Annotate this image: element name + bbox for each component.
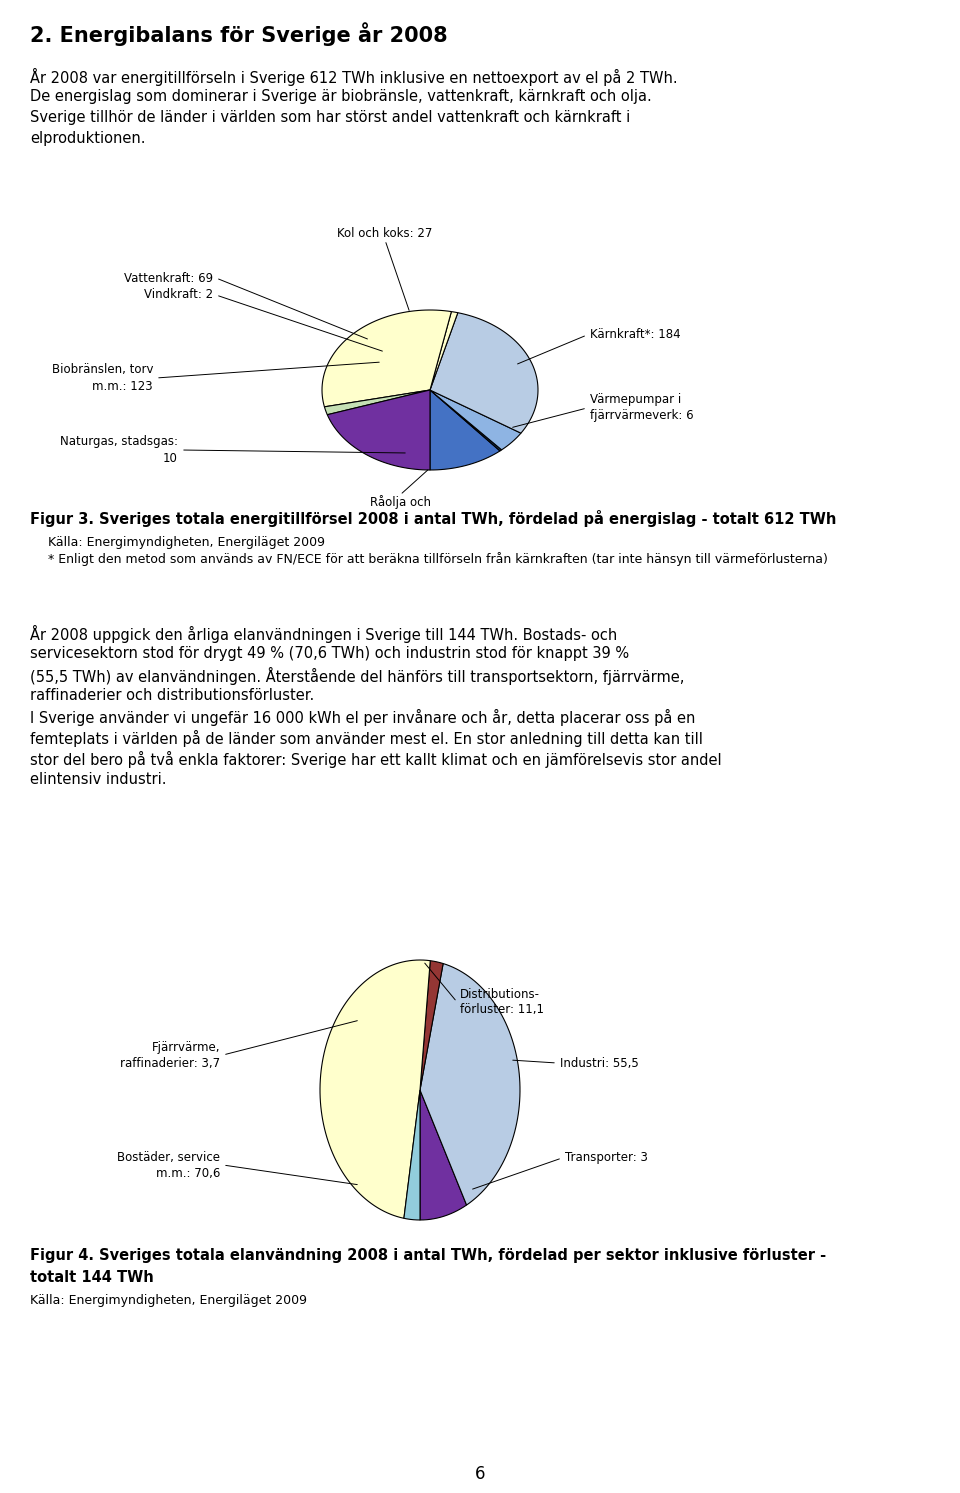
Text: Industri: 55,5: Industri: 55,5 [560, 1057, 638, 1069]
Text: elintensiv industri.: elintensiv industri. [30, 772, 166, 787]
Text: Råolja och: Råolja och [370, 496, 430, 509]
Text: 6: 6 [475, 1465, 485, 1483]
Text: De energislag som dominerar i Sverige är biobränsle, vattenkraft, kärnkraft och : De energislag som dominerar i Sverige är… [30, 90, 652, 105]
Polygon shape [430, 312, 458, 390]
Text: elproduktionen.: elproduktionen. [30, 131, 146, 146]
Text: Biobränslen, torv
m.m.: 123: Biobränslen, torv m.m.: 123 [52, 363, 153, 393]
Text: femteplats i världen på de länder som använder mest el. En stor anledning till d: femteplats i världen på de länder som an… [30, 730, 703, 746]
Polygon shape [327, 390, 430, 470]
Text: Naturgas, stadsgas:
10: Naturgas, stadsgas: 10 [60, 436, 178, 464]
Text: Bostäder, service
m.m.: 70,6: Bostäder, service m.m.: 70,6 [117, 1151, 220, 1179]
Text: (55,5 TWh) av elanvändningen. Återstående del hänförs till transportsektorn, fjä: (55,5 TWh) av elanvändningen. Återståend… [30, 667, 684, 685]
Text: stor del bero på två enkla faktorer: Sverige har ett kallt klimat och en jämföre: stor del bero på två enkla faktorer: Sve… [30, 751, 722, 767]
Text: Värmepumpar i
fjärrvärmeverk: 6: Värmepumpar i fjärrvärmeverk: 6 [590, 394, 694, 423]
Text: Vattenkraft: 69: Vattenkraft: 69 [124, 272, 213, 285]
Text: År 2008 var energitillförseln i Sverige 612 TWh inklusive en nettoexport av el p: År 2008 var energitillförseln i Sverige … [30, 69, 678, 87]
Text: servicesektorn stod för drygt 49 % (70,6 TWh) och industrin stod för knappt 39 %: servicesektorn stod för drygt 49 % (70,6… [30, 646, 629, 661]
Text: Källa: Energimyndigheten, Energiläget 2009: Källa: Energimyndigheten, Energiläget 20… [30, 1294, 307, 1306]
Polygon shape [430, 390, 521, 449]
Text: totalt 144 TWh: totalt 144 TWh [30, 1271, 154, 1285]
Polygon shape [430, 312, 538, 433]
Text: Vindkraft: 2: Vindkraft: 2 [144, 288, 213, 302]
Text: * Enligt den metod som används av FN/ECE för att beräkna tillförseln från kärnkr: * Enligt den metod som används av FN/ECE… [48, 552, 828, 566]
Text: Kol och koks: 27: Kol och koks: 27 [337, 227, 433, 240]
Polygon shape [320, 960, 430, 1218]
Text: I Sverige använder vi ungefär 16 000 kWh el per invånare och år, detta placerar : I Sverige använder vi ungefär 16 000 kWh… [30, 709, 695, 726]
Polygon shape [430, 390, 502, 451]
Text: raffinaderier och distributionsförluster.: raffinaderier och distributionsförluster… [30, 688, 314, 703]
Text: Distributions-
förluster: 11,1: Distributions- förluster: 11,1 [460, 987, 544, 1017]
Polygon shape [420, 963, 520, 1205]
Polygon shape [420, 1090, 467, 1220]
Text: Fjärrvärme,
raffinaderier: 3,7: Fjärrvärme, raffinaderier: 3,7 [120, 1041, 220, 1069]
Polygon shape [404, 1090, 420, 1220]
Text: År 2008 uppgick den årliga elanvändningen i Sverige till 144 TWh. Bostads- och: År 2008 uppgick den årliga elanvändninge… [30, 626, 617, 643]
Text: Figur 4. Sveriges totala elanvändning 2008 i antal TWh, fördelad per sektor inkl: Figur 4. Sveriges totala elanvändning 20… [30, 1248, 827, 1263]
Polygon shape [430, 390, 500, 470]
Polygon shape [420, 960, 444, 1090]
Text: 2. Energibalans för Sverige år 2008: 2. Energibalans för Sverige år 2008 [30, 22, 447, 46]
Polygon shape [324, 390, 430, 415]
Text: Källa: Energimyndigheten, Energiläget 2009: Källa: Energimyndigheten, Energiläget 20… [48, 536, 325, 549]
Text: Transporter: 3: Transporter: 3 [565, 1151, 648, 1165]
Text: Kärnkraft*: 184: Kärnkraft*: 184 [590, 328, 681, 342]
Text: Figur 3. Sveriges totala energitillförsel 2008 i antal TWh, fördelad på energisl: Figur 3. Sveriges totala energitillförse… [30, 511, 836, 527]
Polygon shape [322, 311, 451, 406]
Text: Sverige tillhör de länder i världen som har störst andel vattenkraft och kärnkra: Sverige tillhör de länder i världen som … [30, 110, 631, 125]
